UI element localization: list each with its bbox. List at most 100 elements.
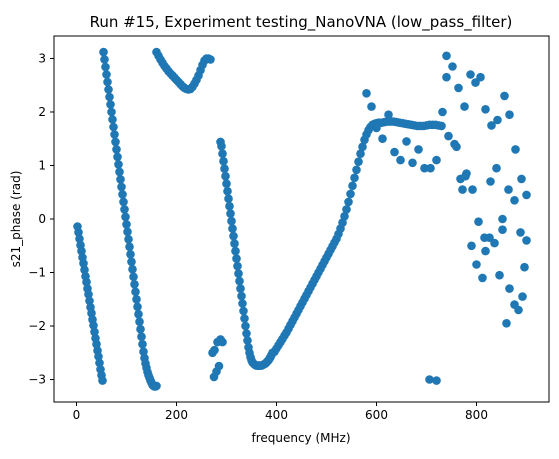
data-point <box>218 149 227 158</box>
data-point <box>102 70 111 79</box>
data-point <box>420 163 429 173</box>
data-point <box>234 269 243 278</box>
data-point <box>240 314 249 323</box>
data-point <box>114 160 123 169</box>
data-point <box>432 376 441 385</box>
data-point <box>127 257 136 267</box>
data-point <box>367 102 376 111</box>
data-point <box>85 296 94 306</box>
data-point <box>498 214 507 224</box>
data-point <box>437 121 446 131</box>
data-point <box>227 216 236 226</box>
data-point <box>481 105 490 114</box>
x-tick-label: 400 <box>265 408 288 422</box>
data-point <box>108 115 117 124</box>
data-point <box>346 189 355 199</box>
data-point <box>516 228 525 237</box>
x-tick-label: 0 <box>73 408 81 422</box>
data-point <box>438 107 447 117</box>
data-point <box>444 131 453 141</box>
data-point <box>495 270 504 280</box>
data-point <box>221 171 230 181</box>
data-point <box>224 194 233 203</box>
data-point <box>118 190 127 199</box>
y-tick-label: 3 <box>38 51 46 65</box>
data-point <box>116 175 125 184</box>
y-tick-label: 2 <box>38 105 46 119</box>
data-point <box>500 91 509 101</box>
data-point <box>356 149 365 158</box>
data-point <box>467 241 476 251</box>
data-point <box>485 233 494 242</box>
y-axis: −3 −2 −1 0 1 2 3 <box>28 51 54 387</box>
data-point <box>226 209 235 218</box>
data-point <box>228 224 237 233</box>
data-point <box>87 308 96 318</box>
data-point <box>110 130 119 139</box>
data-point <box>235 276 244 286</box>
y-tick-label: −3 <box>28 373 46 387</box>
data-point <box>231 246 240 256</box>
data-point <box>522 236 531 245</box>
data-point <box>119 197 128 207</box>
data-point <box>342 205 351 214</box>
data-point <box>505 110 514 119</box>
data-point <box>354 157 363 166</box>
data-point <box>242 329 251 338</box>
data-point <box>362 89 371 98</box>
data-point <box>522 190 531 200</box>
data-point <box>75 234 84 244</box>
data-point <box>486 177 495 186</box>
data-point <box>390 147 399 157</box>
data-point <box>136 324 145 334</box>
data-point <box>206 55 215 64</box>
y-tick-label: 1 <box>38 158 46 172</box>
y-tick-label: −1 <box>28 266 46 280</box>
data-point <box>112 145 121 154</box>
y-tick-label: 0 <box>38 212 46 226</box>
data-point <box>220 164 229 173</box>
data-point <box>504 185 513 194</box>
data-point <box>372 123 381 133</box>
data-point <box>214 361 224 371</box>
data-point <box>442 51 451 61</box>
data-point <box>121 212 130 222</box>
data-point <box>490 238 499 248</box>
data-point <box>95 358 104 368</box>
data-point <box>92 339 101 349</box>
data-point <box>517 174 526 184</box>
data-point <box>239 306 248 316</box>
x-tick-label: 600 <box>365 408 388 422</box>
data-point <box>518 292 527 301</box>
data-point <box>109 122 118 132</box>
data-point <box>344 197 353 207</box>
data-point <box>107 107 116 117</box>
data-point <box>138 339 147 349</box>
data-point <box>126 250 135 259</box>
data-point <box>476 72 485 82</box>
data-point <box>236 284 245 293</box>
data-point <box>238 299 247 308</box>
data-point <box>426 163 435 173</box>
data-point <box>222 179 231 188</box>
chart-title: Run #15, Experiment testing_NanoVNA (low… <box>90 13 513 32</box>
data-point <box>510 196 519 205</box>
data-point <box>505 284 514 293</box>
data-point <box>98 376 107 385</box>
data-point <box>90 327 99 337</box>
data-point <box>223 186 232 196</box>
data-point <box>79 259 88 268</box>
x-tick-label: 200 <box>165 408 188 422</box>
data-point <box>466 70 475 79</box>
data-point <box>498 225 507 234</box>
data-point <box>80 265 89 275</box>
data-point <box>82 277 91 287</box>
data-point <box>448 62 457 71</box>
data-point <box>130 280 139 289</box>
data-point <box>472 260 481 269</box>
data-point <box>106 100 115 109</box>
data-point <box>218 337 227 347</box>
data-point <box>452 142 461 152</box>
data-point <box>101 62 110 72</box>
